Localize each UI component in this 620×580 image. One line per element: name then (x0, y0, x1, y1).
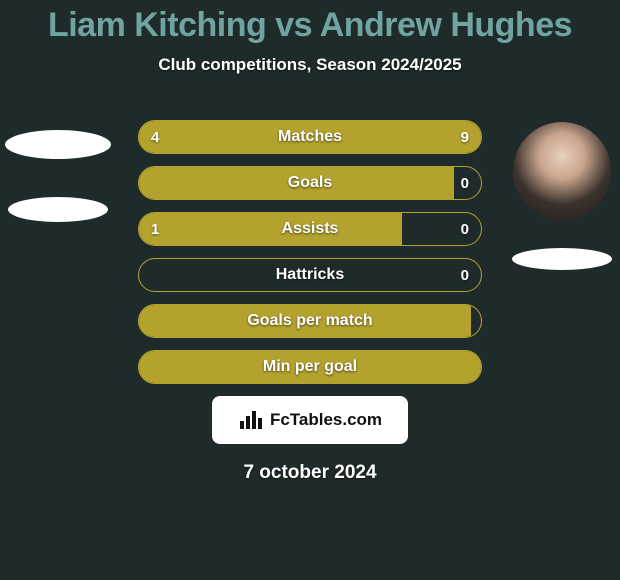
bar-chart-icon (238, 409, 264, 431)
stat-bars: Matches49Goals0Assists10Hattricks0Goals … (138, 120, 482, 396)
player-right-slot (512, 122, 612, 270)
title-player1: Liam Kitching (48, 6, 266, 44)
stat-seg-left (139, 213, 402, 245)
stat-seg-left (139, 351, 481, 383)
stat-seg-right (245, 121, 481, 153)
player-left-slot (8, 122, 108, 222)
stat-seg-left (139, 305, 471, 337)
stat-row: Min per goal (138, 350, 482, 384)
player-right-shadow (512, 248, 612, 270)
date: 7 october 2024 (0, 462, 620, 484)
stat-row: Goals per match (138, 304, 482, 338)
footer: FcTables.com 7 october 2024 (0, 392, 620, 484)
stat-row: Assists10 (138, 212, 482, 246)
stat-value-left: 4 (139, 121, 171, 153)
stat-row: Goals0 (138, 166, 482, 200)
stat-row: Matches49 (138, 120, 482, 154)
player-right-avatar (513, 122, 611, 220)
subtitle: Club competitions, Season 2024/2025 (0, 55, 620, 75)
watermark-text: FcTables.com (270, 410, 382, 430)
stat-row: Hattricks0 (138, 258, 482, 292)
stat-value-left: 1 (139, 213, 171, 245)
stat-label: Hattricks (139, 259, 481, 291)
page-title: Liam Kitching vs Andrew Hughes (0, 0, 620, 45)
player-left-placeholder-1 (5, 130, 111, 159)
stat-value-right: 0 (449, 259, 481, 291)
watermark: FcTables.com (212, 396, 408, 444)
player-left-placeholder-2 (8, 197, 108, 222)
stat-value-right: 9 (449, 121, 481, 153)
stat-value-right: 0 (449, 167, 481, 199)
stat-seg-left (139, 167, 454, 199)
stat-value-right: 0 (449, 213, 481, 245)
title-vs: vs (275, 6, 312, 44)
title-player2: Andrew Hughes (320, 6, 572, 44)
